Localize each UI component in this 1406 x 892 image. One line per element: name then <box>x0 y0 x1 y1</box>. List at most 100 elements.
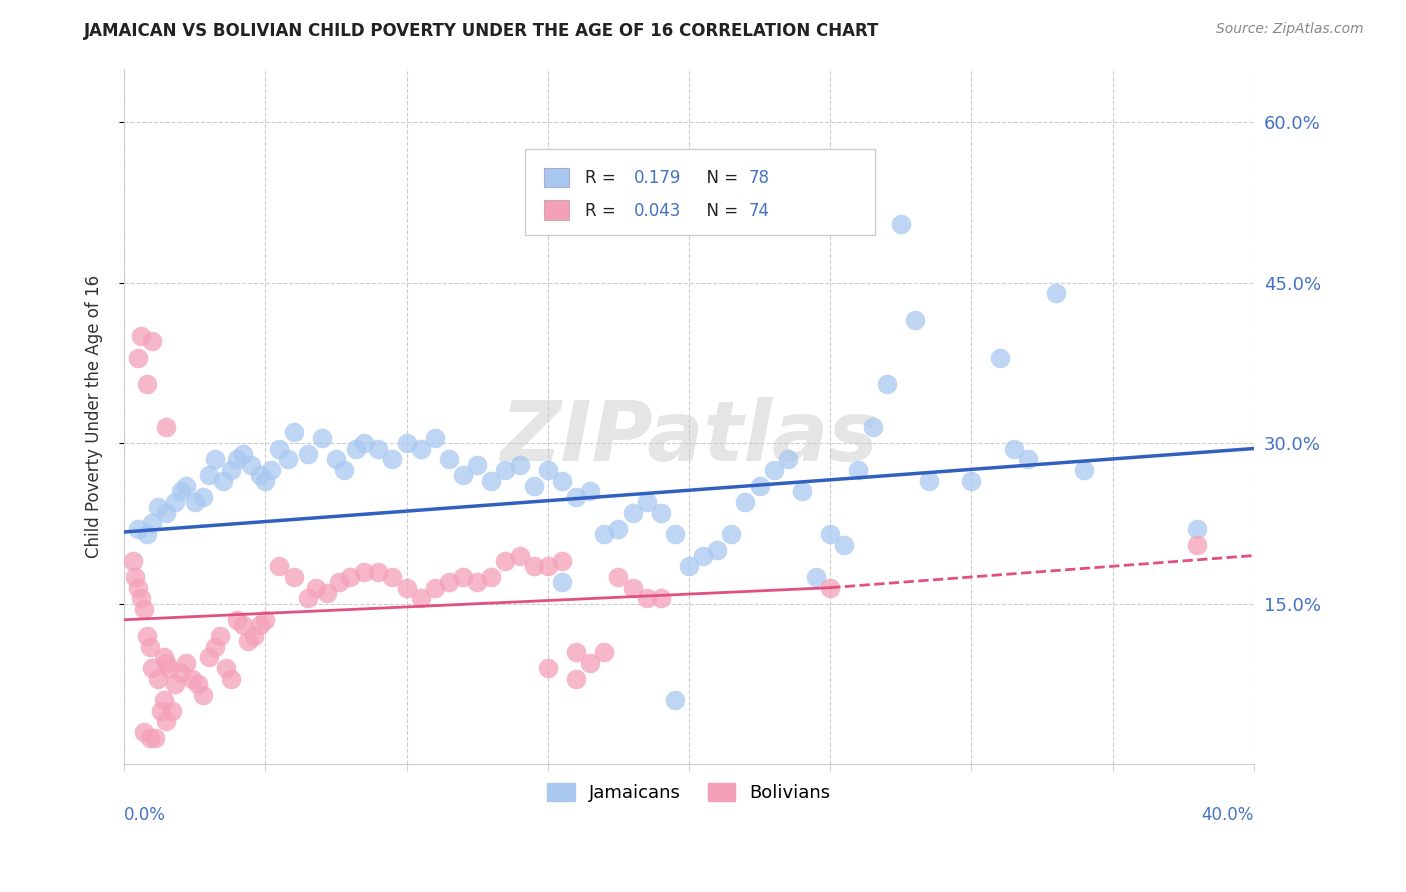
Point <box>160 704 183 718</box>
Text: Source: ZipAtlas.com: Source: ZipAtlas.com <box>1216 22 1364 37</box>
Point <box>465 458 488 472</box>
Point <box>537 661 560 675</box>
Point <box>187 677 209 691</box>
Point <box>132 725 155 739</box>
Point <box>135 377 157 392</box>
Point <box>353 565 375 579</box>
Point <box>537 559 560 574</box>
Point <box>890 217 912 231</box>
Point <box>918 474 941 488</box>
Point <box>367 565 389 579</box>
Point <box>537 463 560 477</box>
Text: 0.0%: 0.0% <box>124 806 166 824</box>
Point <box>720 527 742 541</box>
Point <box>409 591 432 606</box>
Point <box>141 334 163 349</box>
Text: N =: N = <box>696 169 744 187</box>
Point <box>152 650 174 665</box>
Point <box>636 591 658 606</box>
Point <box>155 656 177 670</box>
Point <box>664 527 686 541</box>
Point <box>1187 538 1209 552</box>
Y-axis label: Child Poverty Under the Age of 16: Child Poverty Under the Age of 16 <box>86 275 103 558</box>
Point <box>316 586 339 600</box>
Point <box>127 522 149 536</box>
Point <box>437 452 460 467</box>
Point <box>254 474 277 488</box>
Point <box>157 661 180 675</box>
Point <box>127 581 149 595</box>
Point <box>146 672 169 686</box>
Point <box>277 452 299 467</box>
Point <box>180 672 202 686</box>
Point <box>155 506 177 520</box>
Point <box>381 452 404 467</box>
Point <box>243 629 266 643</box>
Point <box>1017 452 1039 467</box>
Point <box>593 645 616 659</box>
Point <box>221 463 243 477</box>
Text: 40.0%: 40.0% <box>1202 806 1254 824</box>
Point <box>579 656 602 670</box>
Point <box>988 351 1011 365</box>
Point <box>423 431 446 445</box>
Point <box>254 613 277 627</box>
Point <box>333 463 356 477</box>
Point <box>155 714 177 729</box>
Point <box>579 484 602 499</box>
Point <box>132 602 155 616</box>
Point <box>297 591 319 606</box>
FancyBboxPatch shape <box>544 201 569 220</box>
Point <box>269 442 291 456</box>
Point <box>163 495 186 509</box>
Point <box>523 479 546 493</box>
Point <box>1045 286 1067 301</box>
Point <box>1002 442 1025 456</box>
Point <box>339 570 361 584</box>
Point <box>344 442 367 456</box>
Point <box>904 313 927 327</box>
Point <box>551 474 574 488</box>
Point <box>232 447 254 461</box>
Point <box>141 516 163 531</box>
Point <box>1073 463 1095 477</box>
Point <box>328 575 350 590</box>
Point <box>367 442 389 456</box>
Text: 74: 74 <box>749 202 770 220</box>
Point <box>198 650 221 665</box>
Point <box>221 672 243 686</box>
Point <box>818 581 841 595</box>
Point <box>479 474 502 488</box>
Point <box>325 452 347 467</box>
Point <box>146 500 169 515</box>
Point <box>240 458 263 472</box>
Text: 0.043: 0.043 <box>634 202 681 220</box>
Point <box>155 420 177 434</box>
Point <box>174 479 197 493</box>
Point <box>209 629 232 643</box>
Point <box>664 693 686 707</box>
Point <box>149 704 172 718</box>
Point <box>804 570 827 584</box>
Point <box>509 458 531 472</box>
Point <box>381 570 404 584</box>
Point <box>143 731 166 745</box>
Point <box>607 522 630 536</box>
Point <box>593 527 616 541</box>
Point <box>193 490 215 504</box>
Point <box>215 661 238 675</box>
Text: 0.179: 0.179 <box>634 169 681 187</box>
Point <box>138 731 160 745</box>
Point <box>451 570 474 584</box>
Point <box>395 581 418 595</box>
Point <box>551 554 574 568</box>
Point <box>451 468 474 483</box>
Point <box>204 452 226 467</box>
Text: 78: 78 <box>749 169 770 187</box>
Point <box>876 377 898 392</box>
Point <box>409 442 432 456</box>
Text: N =: N = <box>696 202 744 220</box>
Point <box>650 591 672 606</box>
Point <box>184 495 207 509</box>
Point <box>226 452 249 467</box>
